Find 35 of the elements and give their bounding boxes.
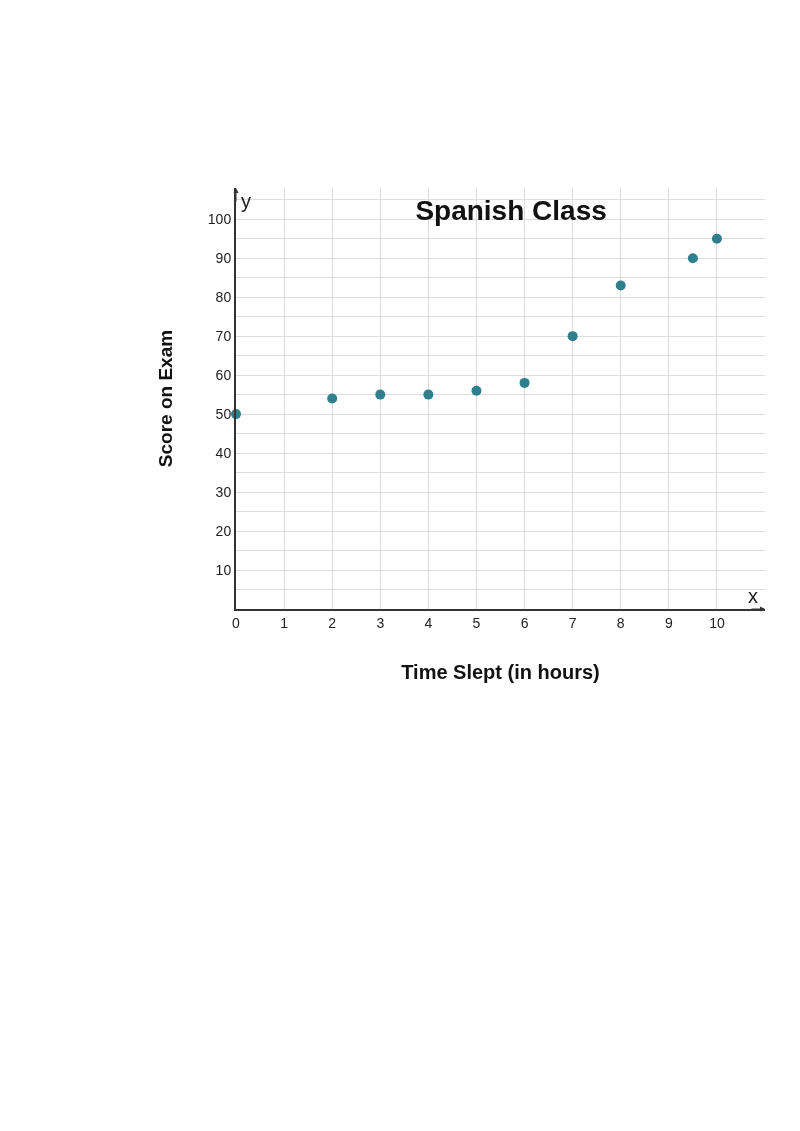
point: [519, 377, 530, 388]
point: [423, 389, 434, 400]
y-tick-label: 10: [215, 561, 232, 578]
y-tick-label: 40: [215, 444, 232, 461]
y-tick-label: 50: [215, 405, 232, 422]
x-tick-label: 9: [664, 614, 673, 631]
x-tick-label: 6: [520, 614, 529, 631]
point: [375, 389, 386, 400]
y-tick-label: 100: [207, 211, 232, 228]
y-tick-label: 20: [215, 522, 232, 539]
point: [567, 331, 578, 342]
point: [471, 385, 482, 396]
x-tick-label: 10: [709, 614, 725, 631]
y-tick-label: 70: [215, 328, 232, 345]
y-tick-label: 60: [215, 367, 232, 384]
x-tick-label: 0: [232, 614, 241, 631]
annotation: x: [748, 585, 758, 607]
chart-title: Spanish Class: [415, 195, 607, 227]
x-tick-label: 3: [376, 614, 385, 631]
point: [615, 280, 626, 291]
point: [327, 393, 338, 404]
y-tick-label: 30: [215, 483, 232, 500]
y-tick-label: 80: [215, 289, 232, 306]
x-tick-label: 7: [568, 614, 577, 631]
point: [711, 233, 722, 244]
y-tick-label: 90: [215, 250, 232, 267]
x-tick-label: 4: [424, 614, 433, 631]
annotation: y: [241, 190, 251, 212]
point: [687, 253, 698, 264]
x-tick-label: 5: [472, 614, 481, 631]
x-tick-label: 1: [280, 614, 289, 631]
x-tick-label: 2: [328, 614, 337, 631]
x-axis-title: Time Slept (in hours): [401, 660, 600, 683]
y-axis-title: Score on Exam: [155, 329, 177, 468]
x-tick-label: 8: [616, 614, 625, 631]
